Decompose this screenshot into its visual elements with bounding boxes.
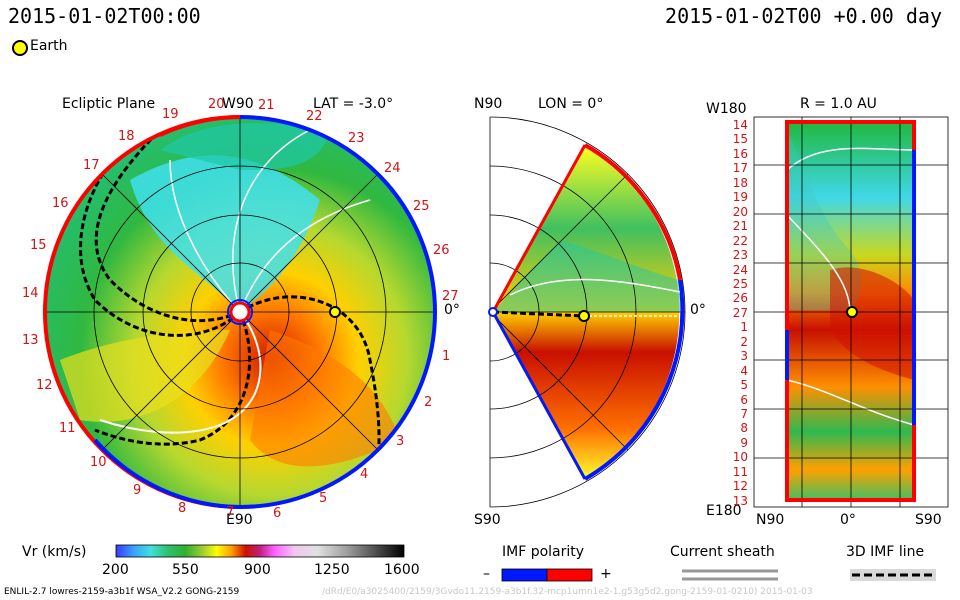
sphere-y-label: 9 — [740, 435, 748, 450]
sphere-y-label: 6 — [740, 392, 748, 407]
earth-marker-icon — [12, 40, 28, 56]
rotation-label: 13 — [22, 333, 39, 348]
imf-line-swatch — [850, 569, 936, 581]
imf-positive-swatch — [546, 568, 593, 582]
rotation-label: 7 — [226, 505, 235, 520]
imf-minus-label: – — [483, 566, 490, 582]
earth-legend-label: Earth — [30, 38, 68, 54]
sphere-y-label: 3 — [740, 349, 748, 364]
rotation-label: 2 — [424, 395, 433, 410]
sphere-y-label: 22 — [732, 233, 748, 248]
colorbar-title: Vr (km/s) — [22, 544, 87, 560]
imf-polarity-title: IMF polarity — [502, 544, 585, 560]
rotation-label: 4 — [360, 467, 369, 482]
sphere-y-label: 23 — [732, 248, 748, 263]
sphere-r-label: R = 1.0 AU — [800, 96, 877, 112]
rotation-label: 19 — [162, 107, 179, 122]
colorbar-tick: 550 — [172, 562, 199, 578]
meridional-bottom-label: S90 — [474, 512, 501, 528]
date-left: 2015-01-02T00:00 — [8, 4, 201, 28]
rotation-label: 12 — [36, 378, 53, 393]
sphere-y-label: 10 — [732, 450, 748, 465]
ecliptic-title: Ecliptic Plane — [62, 96, 156, 112]
sphere-y-label: 18 — [732, 175, 748, 190]
imf-negative-swatch — [501, 568, 548, 582]
sphere-y-label: 26 — [732, 291, 748, 306]
ecliptic-right-label: 0° — [444, 302, 460, 318]
meridional-top-label: N90 — [474, 96, 503, 112]
rotation-label: 25 — [413, 199, 430, 214]
footer-left: ENLIL-2.7 lowres-2159-a3b1f WSA_V2.2 GON… — [4, 587, 240, 597]
rotation-label: 11 — [59, 421, 76, 436]
rotation-label: 10 — [90, 455, 107, 470]
sphere-y-label: 25 — [732, 276, 748, 291]
sphere-y-label: 4 — [740, 363, 748, 378]
sphere-slice-plot — [753, 116, 949, 508]
sphere-y-label: 14 — [732, 118, 748, 132]
rotation-label: 6 — [273, 506, 282, 521]
sphere-x-label: S90 — [915, 512, 942, 528]
rotation-label: 24 — [384, 161, 401, 176]
rotation-label: 16 — [52, 196, 69, 211]
rotation-label: 21 — [258, 98, 275, 113]
rotation-label: 26 — [433, 243, 450, 258]
sphere-y-label: 1 — [740, 320, 748, 335]
colorbar-tick: 200 — [102, 562, 129, 578]
footer-right: /dRd/E0/a3025400/2159/3Gvdo11.2159-a3b1f… — [322, 587, 813, 597]
rotation-label: 1 — [442, 349, 451, 364]
imf-plus-label: + — [600, 566, 612, 582]
sphere-bottom-left-label: E180 — [706, 503, 742, 519]
imf-line-title: 3D IMF line — [846, 544, 925, 560]
meridional-plane-plot — [488, 116, 686, 508]
sphere-y-label: 19 — [732, 190, 748, 205]
sphere-y-label: 2 — [740, 334, 748, 349]
colorbar-tick: 1600 — [384, 562, 420, 578]
ecliptic-plane-plot — [43, 115, 437, 509]
sphere-y-label: 17 — [732, 161, 748, 176]
rotation-label: 23 — [348, 131, 365, 146]
rotation-label: 3 — [396, 434, 405, 449]
rotation-label: 14 — [22, 286, 39, 301]
sphere-y-label: 21 — [732, 219, 748, 234]
sphere-y-label: 20 — [732, 204, 748, 219]
colorbar-tick: 900 — [244, 562, 271, 578]
sphere-y-label: 7 — [740, 407, 748, 421]
sphere-x-label: 0° — [840, 512, 856, 528]
velocity-colorbar — [115, 544, 405, 558]
ecliptic-top-label: W90 — [222, 96, 254, 112]
sphere-y-label: 24 — [732, 262, 748, 277]
rotation-label: 5 — [319, 491, 328, 506]
rotation-label: 17 — [83, 158, 100, 173]
sphere-x-label: N90 — [756, 512, 785, 528]
date-right: 2015-01-02T00 +0.00 day — [665, 4, 942, 28]
meridional-right-label: 0° — [690, 302, 706, 318]
current-sheath-title: Current sheath — [670, 544, 775, 560]
rotation-label: 18 — [118, 129, 135, 144]
ecliptic-lat-label: LAT = -3.0° — [313, 96, 394, 112]
sphere-y-label: 8 — [740, 421, 748, 436]
current-sheath-swatch — [682, 569, 778, 581]
rotation-label: 22 — [306, 109, 323, 124]
sphere-y-label: 5 — [740, 378, 748, 393]
sphere-y-label: 27 — [732, 305, 748, 320]
rotation-label: 27 — [442, 289, 459, 304]
sphere-y-label: 13 — [732, 493, 748, 508]
rotation-label: 8 — [178, 501, 187, 516]
rotation-label: 9 — [133, 483, 142, 498]
rotation-label: 20 — [208, 97, 225, 112]
colorbar-tick: 1250 — [314, 562, 350, 578]
meridional-lon-label: LON = 0° — [538, 96, 604, 112]
sphere-top-left-label: W180 — [706, 101, 747, 117]
ecliptic-bottom-label: E90 — [226, 512, 253, 528]
sphere-y-label: 15 — [732, 132, 748, 147]
sphere-y-label: 12 — [732, 479, 748, 494]
rotation-label: 15 — [30, 238, 47, 253]
sphere-y-label: 11 — [732, 464, 748, 479]
sphere-y-label: 16 — [732, 146, 748, 161]
